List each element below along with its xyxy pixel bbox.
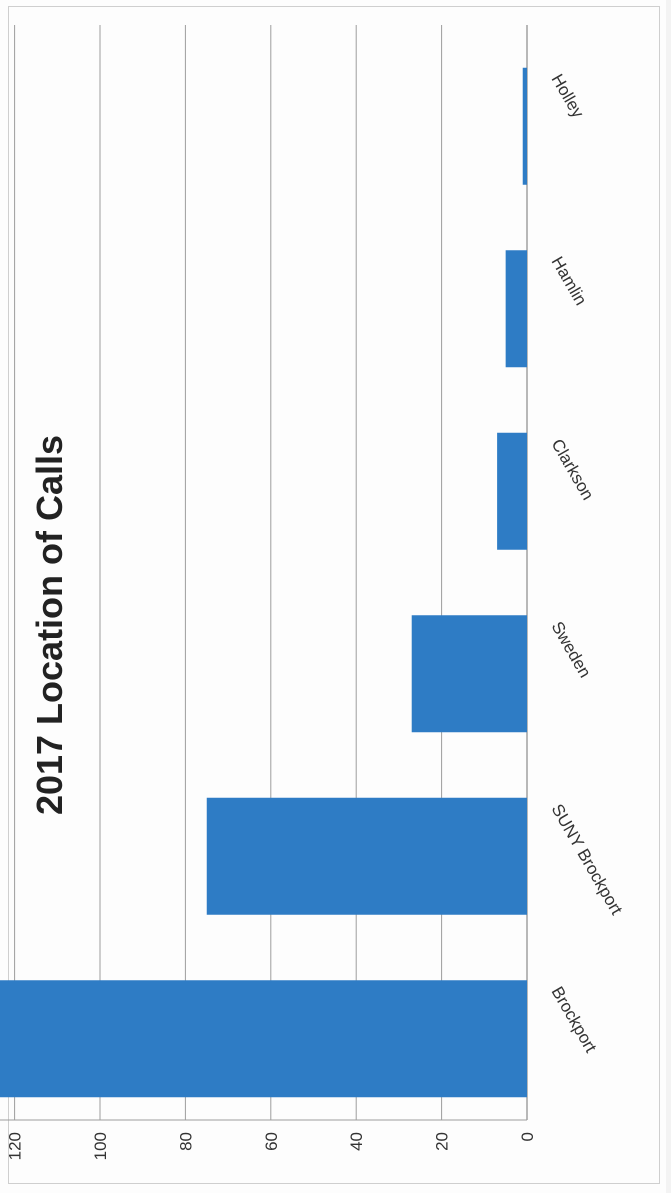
bar-holley <box>522 67 527 185</box>
tick-label: 20 <box>433 1132 452 1151</box>
bar-clarkson <box>497 432 527 550</box>
bar-sweden <box>411 615 527 733</box>
scan-edge <box>666 0 671 1193</box>
category-label: Sweden <box>548 618 595 681</box>
tick-label: 40 <box>347 1132 366 1151</box>
category-label: Clarkson <box>548 436 598 504</box>
gridlines <box>0 25 528 1121</box>
category-label: Holley <box>548 71 588 122</box>
tick-label: 60 <box>262 1132 281 1151</box>
value-tick-labels: 0204060801001201401601802002202402602803… <box>6 1132 537 1160</box>
bars <box>0 67 527 1098</box>
tick-label: 120 <box>6 1132 25 1160</box>
tick-label: 80 <box>176 1132 195 1151</box>
category-label: SUNY Brockport <box>548 801 627 918</box>
chart-frame <box>8 6 660 1184</box>
bar-suny-brockport <box>206 797 527 915</box>
tick-label: 0 <box>518 1132 537 1141</box>
category-label: Brockport <box>548 983 601 1056</box>
category-label: Hamlin <box>548 253 591 308</box>
tick-label: 100 <box>91 1132 110 1160</box>
chart-title: 2017 Location of Calls <box>29 435 70 815</box>
category-labels: Brockport SUNY Brockport Sweden Clarkson Ham… <box>548 71 627 1056</box>
bar-hamlin <box>505 250 527 368</box>
bar-brockport <box>0 980 527 1098</box>
